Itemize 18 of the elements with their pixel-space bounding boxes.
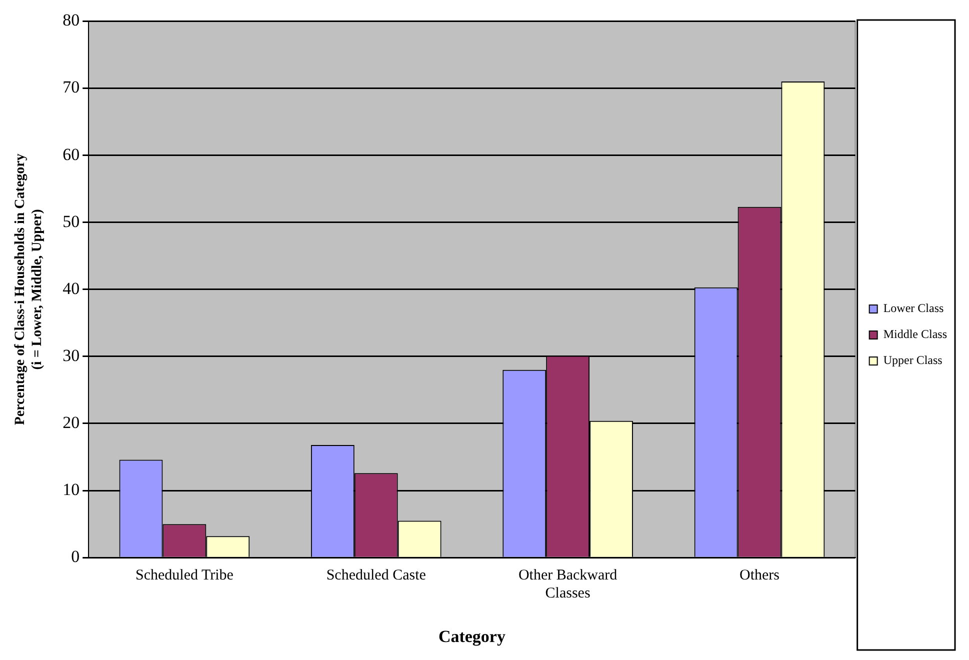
x-tick-label: Scheduled Tribe: [135, 568, 234, 584]
y-tick-label: 10: [62, 480, 80, 500]
y-tick-label: 60: [62, 144, 80, 164]
x-axis-title: Category: [438, 627, 506, 646]
y-tick-label: 30: [62, 346, 80, 365]
y-tick-label: 70: [62, 78, 80, 97]
x-tick-label: Other Backward Classes: [518, 568, 618, 602]
y-tick-label: 50: [62, 212, 80, 231]
y-tick-label: 40: [62, 278, 80, 298]
y-tick-label: 80: [62, 10, 80, 30]
x-tick-label: Scheduled Caste: [326, 568, 426, 584]
x-tick-label: Others: [739, 568, 780, 584]
legend-label: Middle Class: [883, 327, 948, 342]
legend-label: Lower Class: [883, 301, 944, 316]
legend-label: Upper Class: [883, 353, 943, 368]
y-tick-label: 20: [62, 412, 80, 432]
y-tick-label: 0: [71, 547, 80, 566]
y-axis-title: Percentage of Class-i Households in Category (i = Lower, Middle, Upper): [13, 154, 45, 426]
